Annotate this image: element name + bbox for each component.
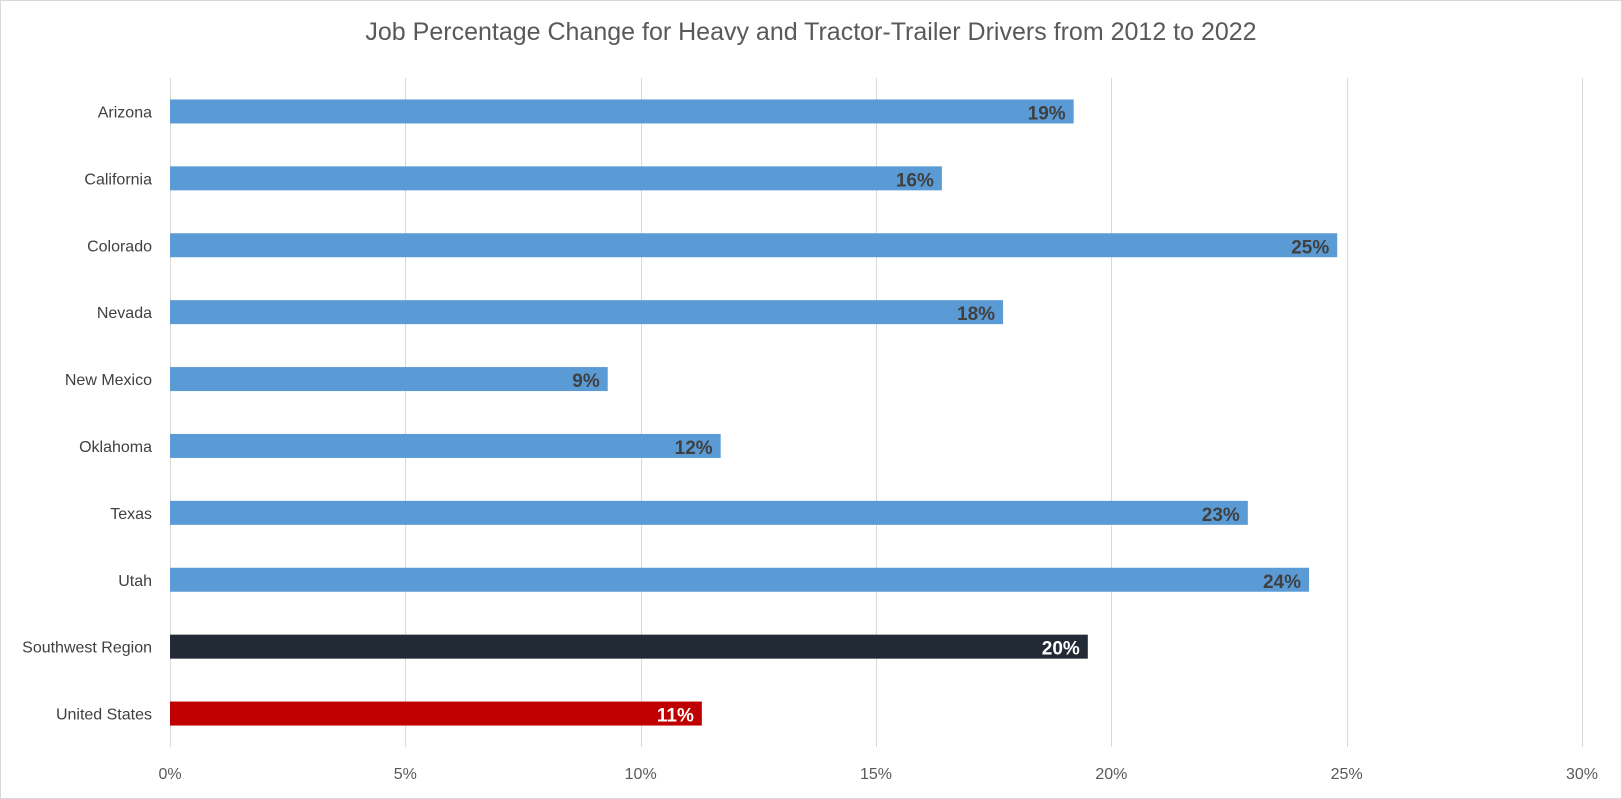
bar bbox=[170, 701, 702, 726]
bar bbox=[170, 300, 1004, 325]
data-label: 16% bbox=[896, 170, 934, 191]
x-axis: 0% 5% 10% 15% 20% 25% 30% bbox=[158, 766, 1598, 783]
category-label: New Mexico bbox=[65, 372, 152, 389]
category-label: Southwest Region bbox=[22, 640, 152, 657]
data-label: 24% bbox=[1263, 572, 1301, 593]
bar bbox=[170, 99, 1074, 124]
data-label: 18% bbox=[957, 304, 995, 325]
data-label: 23% bbox=[1202, 505, 1240, 526]
x-tick-label: 15% bbox=[860, 766, 892, 783]
bar bbox=[170, 567, 1310, 592]
chart-title: Job Percentage Change for Heavy and Trac… bbox=[365, 18, 1257, 46]
category-label: California bbox=[84, 171, 152, 188]
bar bbox=[170, 367, 608, 392]
bar bbox=[170, 433, 721, 458]
x-tick-label: 20% bbox=[1095, 766, 1127, 783]
data-labels: 19% 16% 25% 18% 9% 12% 23% 24% 20% 11% bbox=[572, 103, 1329, 726]
data-label: 12% bbox=[675, 438, 713, 459]
x-tick-label: 25% bbox=[1331, 766, 1363, 783]
bar bbox=[170, 634, 1088, 659]
data-label: 11% bbox=[657, 706, 694, 727]
category-label: United States bbox=[56, 707, 152, 724]
bars bbox=[170, 99, 1338, 726]
x-tick-label: 0% bbox=[158, 766, 181, 783]
bar bbox=[170, 500, 1248, 525]
category-label: Texas bbox=[110, 506, 152, 523]
category-label: Nevada bbox=[97, 305, 152, 322]
bar bbox=[170, 233, 1338, 258]
x-tick-label: 30% bbox=[1566, 766, 1598, 783]
category-label: Arizona bbox=[98, 104, 152, 121]
category-label: Colorado bbox=[87, 238, 152, 255]
x-tick-label: 10% bbox=[625, 766, 657, 783]
data-label: 20% bbox=[1042, 639, 1080, 660]
x-tick-label: 5% bbox=[394, 766, 417, 783]
bar bbox=[170, 166, 942, 191]
data-label: 9% bbox=[572, 371, 600, 392]
data-label: 25% bbox=[1291, 237, 1329, 258]
category-axis: Arizona California Colorado Nevada New Mexic… bbox=[22, 104, 152, 723]
data-label: 19% bbox=[1028, 103, 1066, 124]
category-label: Utah bbox=[118, 573, 152, 590]
category-label: Oklahoma bbox=[79, 439, 152, 456]
